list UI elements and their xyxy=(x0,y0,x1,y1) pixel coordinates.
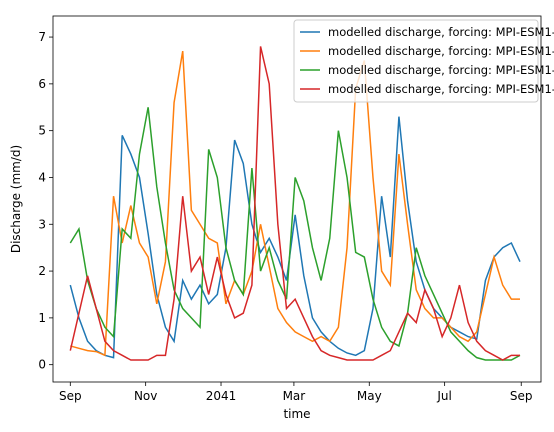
legend-label: modelled discharge, forcing: MPI-ESM1-2-… xyxy=(328,25,554,39)
x-tick-label: Jul xyxy=(436,389,451,403)
y-tick-label: 0 xyxy=(38,358,46,372)
y-tick-label: 5 xyxy=(38,124,46,138)
legend-label: modelled discharge, forcing: MPI-ESM1-2-… xyxy=(328,44,554,58)
y-tick-label: 4 xyxy=(38,170,46,184)
x-tick-label: 2041 xyxy=(206,389,237,403)
series-line xyxy=(69,46,520,361)
legend: modelled discharge, forcing: MPI-ESM1-2-… xyxy=(293,19,554,103)
legend-label: modelled discharge, forcing: MPI-ESM1-2-… xyxy=(328,82,554,96)
x-tick-label: Mar xyxy=(283,389,306,403)
y-tick-label: 3 xyxy=(38,217,46,231)
legend-label: modelled discharge, forcing: MPI-ESM1-2-… xyxy=(328,63,554,77)
x-axis-label: time xyxy=(283,407,310,421)
x-tick-label: Sep xyxy=(510,389,533,403)
axes-frame xyxy=(52,15,542,383)
x-tick-label: Nov xyxy=(134,389,157,403)
y-tick-label: 1 xyxy=(38,311,46,325)
y-tick-label: 6 xyxy=(38,77,46,91)
y-tick-label: 2 xyxy=(38,264,46,278)
series-line xyxy=(69,107,521,361)
x-tick-label: Sep xyxy=(59,389,82,403)
y-axis-label: Discharge (mm/d) xyxy=(9,145,23,253)
legend-box xyxy=(293,19,539,103)
plot-area xyxy=(69,46,521,361)
y-tick-label: 7 xyxy=(38,30,46,44)
x-tick-label: May xyxy=(357,389,382,403)
